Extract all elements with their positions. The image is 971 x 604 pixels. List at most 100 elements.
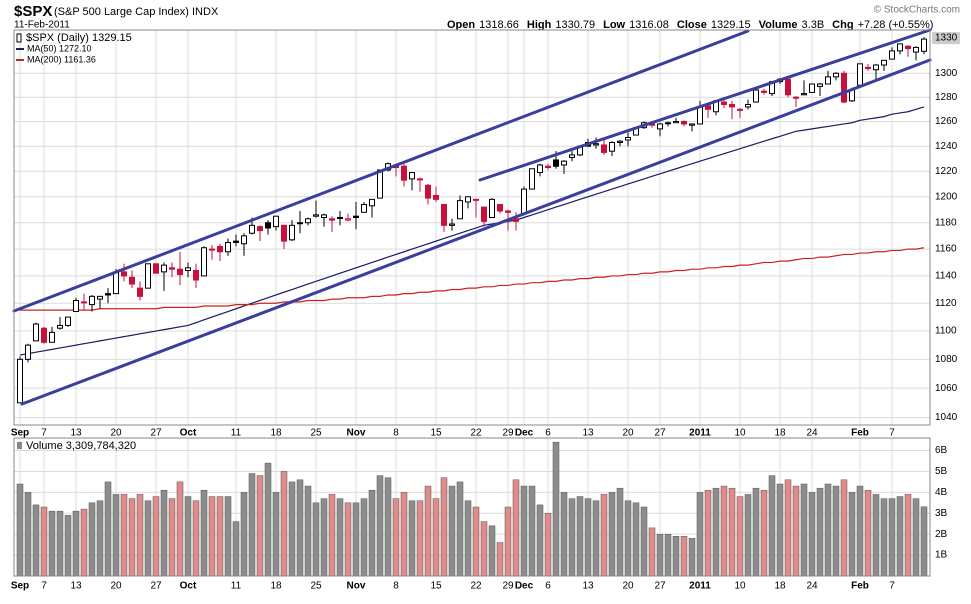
x-tick-label: 7 [889, 428, 895, 439]
x-tick-label: 7 [41, 581, 47, 592]
candle-body [417, 178, 423, 181]
trend-line [478, 28, 932, 182]
x-tick-label: 7 [889, 581, 895, 592]
volume-bar [272, 492, 280, 577]
candle-body [65, 316, 71, 326]
x-tick-label: 11 [231, 581, 242, 592]
candle-body [185, 267, 191, 272]
volume-bar [552, 441, 560, 577]
quote-label: Volume [759, 19, 798, 31]
candle-body [529, 168, 535, 190]
candle-body [905, 45, 911, 50]
y-tick-label: 1260 [935, 116, 958, 127]
volume-bar [624, 500, 632, 577]
x-tick-label: Dec [515, 428, 534, 439]
candle-body [841, 72, 847, 103]
volume-bar [576, 496, 584, 577]
x-tick-label: 27 [654, 581, 666, 592]
volume-bar [704, 490, 712, 577]
volume-grid [14, 438, 930, 576]
volume-bar [72, 510, 80, 577]
candle-body [89, 295, 95, 306]
volume-bar [64, 515, 72, 577]
y-tick-label: 1300 [935, 68, 958, 79]
volume-bar [200, 490, 208, 577]
quote-value: 1316.08 [629, 19, 669, 31]
candle-body [225, 241, 231, 253]
last-price-box [932, 32, 960, 45]
candle-body [809, 83, 815, 93]
y-tick-label: 1140 [935, 271, 957, 282]
quote-label: Open [447, 19, 475, 31]
volume-bar [312, 502, 320, 577]
candle-body [161, 264, 167, 273]
candle-body [545, 165, 551, 168]
volume-bar [464, 500, 472, 577]
candle-body [193, 270, 199, 281]
volume-bar [80, 508, 88, 577]
x-tick-label: 2011 [689, 581, 711, 592]
volume-bar [600, 494, 608, 577]
volume-bar [248, 473, 256, 577]
volume-bar [656, 533, 664, 577]
quote-value: 3.3B [802, 19, 825, 31]
credit: © StockCharts.com [874, 5, 960, 16]
candle-body [537, 164, 543, 174]
y-tick-label: 5B [935, 466, 948, 477]
candle-body [369, 198, 375, 207]
volume-bar [808, 492, 816, 577]
volume-bar [568, 498, 576, 577]
price-panel [13, 29, 931, 426]
volume-bar [712, 487, 720, 577]
x-tick-label: Nov [347, 581, 366, 592]
candle-body [513, 218, 519, 222]
y-tick-label: 1080 [935, 354, 958, 365]
volume-bar [448, 485, 456, 577]
volume-bar [504, 506, 512, 577]
legend-icon [17, 442, 22, 449]
candle-body [737, 108, 743, 111]
date: 11-Feb-2011 [14, 20, 70, 31]
candle-body [825, 76, 831, 85]
volume-bar [696, 492, 704, 577]
quote-label: High [527, 19, 552, 31]
candle-body [73, 299, 79, 313]
x-tick-label: Nov [347, 428, 366, 439]
volume-bar [648, 527, 656, 577]
candle-body [313, 214, 319, 217]
volume-bar [224, 496, 232, 577]
symbol-name: (S&P 500 Large Cap Index) INDX [54, 6, 219, 18]
candle-body [169, 267, 175, 270]
legend-label: MA(200) 1161.36 [27, 54, 96, 64]
x-tick-label: 25 [310, 581, 322, 592]
x-tick-label: 8 [393, 581, 399, 592]
volume-bar [216, 496, 224, 577]
candle-body [497, 204, 503, 212]
x-tick-label: 22 [470, 428, 482, 439]
volume-bar [184, 496, 192, 577]
candle-body [793, 96, 799, 99]
volume-bar [440, 477, 448, 577]
quote-value: 1330.79 [555, 19, 595, 31]
volume-bar [616, 487, 624, 577]
candle-body [889, 50, 895, 60]
quote-value: 1318.66 [479, 19, 519, 31]
candle-body [441, 204, 447, 226]
volume-bar [752, 487, 760, 577]
volume-bar [920, 506, 928, 577]
volume-bar [496, 542, 504, 577]
candle-body [561, 160, 567, 166]
candle-body [481, 206, 487, 222]
x-tick-label: 10 [734, 581, 746, 592]
x-tick-label: 18 [270, 581, 282, 592]
volume-bar [240, 492, 248, 577]
y-tick-label: 3B [935, 508, 948, 519]
candle-body [353, 215, 359, 218]
x-tick-label: 13 [582, 428, 594, 439]
candle-body [833, 72, 839, 78]
volume-bar [96, 500, 104, 577]
volume-bar [904, 494, 912, 577]
volume-bar [88, 502, 96, 577]
candle-body [801, 93, 807, 96]
